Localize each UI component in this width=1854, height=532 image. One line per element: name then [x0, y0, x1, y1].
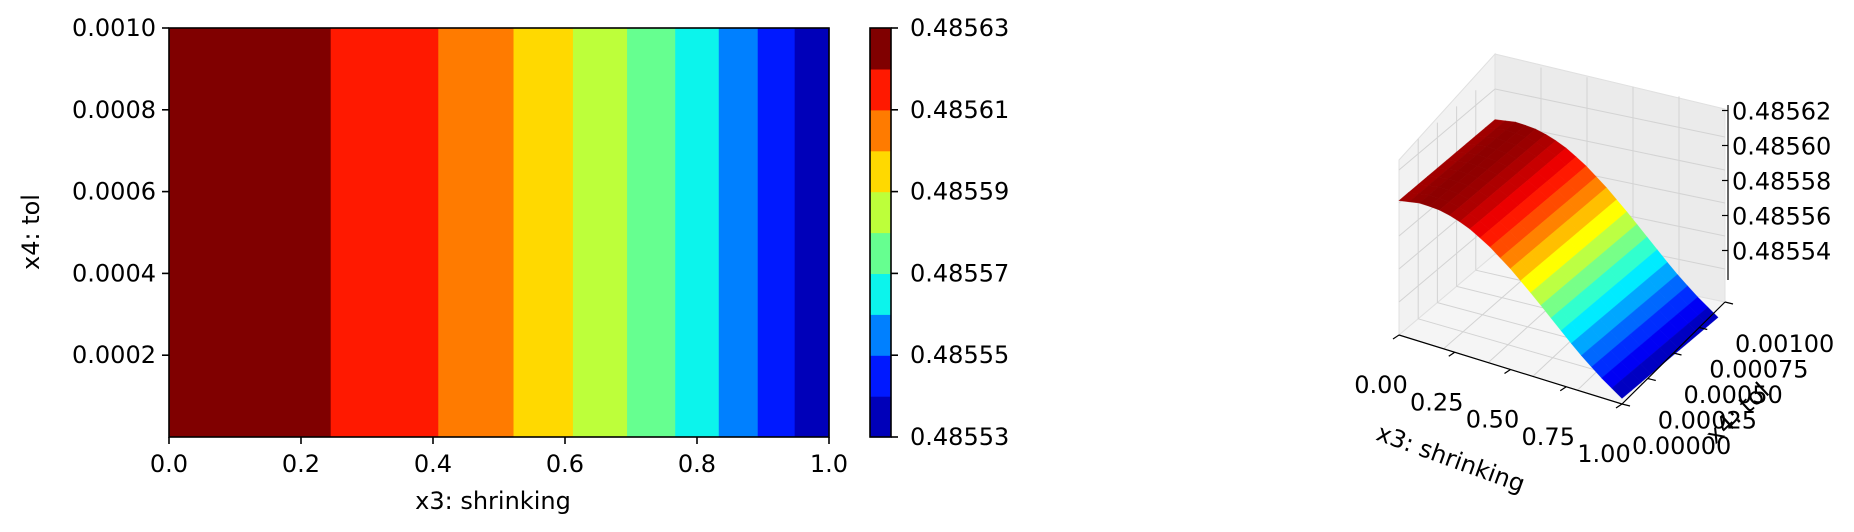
- x-tick-label: 0.2: [282, 450, 320, 478]
- y-tick-label: 0.00000: [1632, 432, 1731, 460]
- contour-band: [627, 28, 676, 437]
- contour-band: [330, 28, 439, 437]
- contour-band: [513, 28, 574, 437]
- surface-z-axis: 0.48554 0.48556 0.48558 0.48560 0.48562: [1722, 98, 1831, 280]
- x-tick-mark: [1392, 334, 1400, 340]
- y-tick-mark: [1724, 301, 1734, 305]
- colorbar-segment: [870, 396, 891, 438]
- z-tick-label: 0.48558: [1732, 168, 1831, 196]
- grid-line: [1398, 88, 1496, 171]
- y-tick-label: 0.0010: [72, 14, 156, 42]
- colorbar-tick-label: 0.48559: [910, 178, 1009, 206]
- colorbar-tick-label: 0.48555: [910, 341, 1009, 369]
- colorbar-segment: [870, 150, 891, 193]
- colorbar-segment: [870, 68, 891, 111]
- x-tick-mark: [1448, 351, 1456, 357]
- z-tick-label: 0.48560: [1732, 133, 1831, 161]
- contour-y-axis-label: x4: tol: [17, 194, 45, 270]
- contour-plot: [168, 27, 830, 438]
- surface-plot: [1397, 52, 1727, 405]
- colorbar-tick-label: 0.48557: [910, 259, 1009, 287]
- colorbar-tick-label: 0.48553: [910, 423, 1009, 451]
- y-tick-label: 0.00050: [1684, 381, 1783, 409]
- y-tick-mark: [1673, 352, 1682, 356]
- y-tick-mark: [1699, 326, 1708, 331]
- y-tick-label: 0.0006: [72, 178, 156, 206]
- colorbar-segment: [870, 355, 891, 397]
- colorbar-frame: [869, 27, 892, 438]
- colorbar-segment: [870, 314, 891, 356]
- z-tick-label: 0.48554: [1732, 238, 1831, 266]
- x-tick-label: 0.75: [1522, 423, 1575, 451]
- x-tick-mark: [1615, 403, 1623, 409]
- x-tick-label: 0.25: [1410, 388, 1463, 416]
- x-tick-label: 0.8: [678, 450, 716, 478]
- contour-y-axis: 0.0002 0.0004 0.0006 0.0008 0.0010: [72, 14, 169, 369]
- surface-patch: [1611, 379, 1633, 399]
- y-tick-label: 0.00025: [1658, 407, 1757, 435]
- colorbar-segment: [870, 191, 891, 234]
- x-tick-label: 0.4: [414, 450, 452, 478]
- y-tick-label: 0.00100: [1735, 330, 1834, 358]
- x-tick-label: 0.6: [546, 450, 584, 478]
- x-tick-label: 0.0: [150, 450, 188, 478]
- contour-x-axis-label: x3: shrinking: [415, 487, 571, 515]
- contour-band: [757, 28, 796, 437]
- z-tick-label: 0.48562: [1732, 98, 1831, 126]
- x-tick-label: 0.00: [1354, 371, 1407, 399]
- contour-frame: [168, 27, 830, 438]
- colorbar-tick-label: 0.48563: [910, 14, 1009, 42]
- colorbar-segment: [870, 109, 891, 152]
- contour-band: [794, 28, 830, 437]
- y-tick-label: 0.0004: [72, 259, 156, 287]
- x-tick-mark: [1559, 386, 1567, 392]
- x-tick-label: 1.0: [810, 450, 848, 478]
- colorbar-axis: 0.48553 0.48555 0.48557 0.48559 0.48561 0.485…: [891, 14, 1009, 451]
- grid-line: [1494, 88, 1726, 138]
- x-tick-mark: [1504, 369, 1511, 374]
- y-tick-label: 0.0002: [72, 341, 156, 369]
- contour-x-axis: 0.0 0.2 0.4 0.6 0.8 1.0: [150, 437, 848, 478]
- y-tick-label: 0.00075: [1709, 356, 1808, 384]
- y-tick-label: 0.0008: [72, 96, 156, 124]
- contour-band: [169, 28, 332, 437]
- contour-band: [718, 28, 759, 437]
- y-tick-mark: [1647, 377, 1656, 382]
- x-tick-label: 1.00: [1577, 440, 1630, 468]
- y-tick-mark: [1621, 403, 1631, 407]
- contour-band: [438, 28, 515, 437]
- colorbar: [869, 27, 892, 438]
- colorbar-segment: [870, 28, 891, 70]
- surface-x-axis: 0.000.250.500.751.00: [1354, 334, 1631, 468]
- colorbar-segment: [870, 232, 891, 274]
- contour-band: [572, 28, 628, 437]
- colorbar-tick-label: 0.48561: [910, 96, 1009, 124]
- x-tick-label: 0.50: [1466, 406, 1519, 434]
- colorbar-segment: [870, 273, 891, 315]
- contour-band: [675, 28, 720, 437]
- z-tick-label: 0.48556: [1732, 203, 1831, 231]
